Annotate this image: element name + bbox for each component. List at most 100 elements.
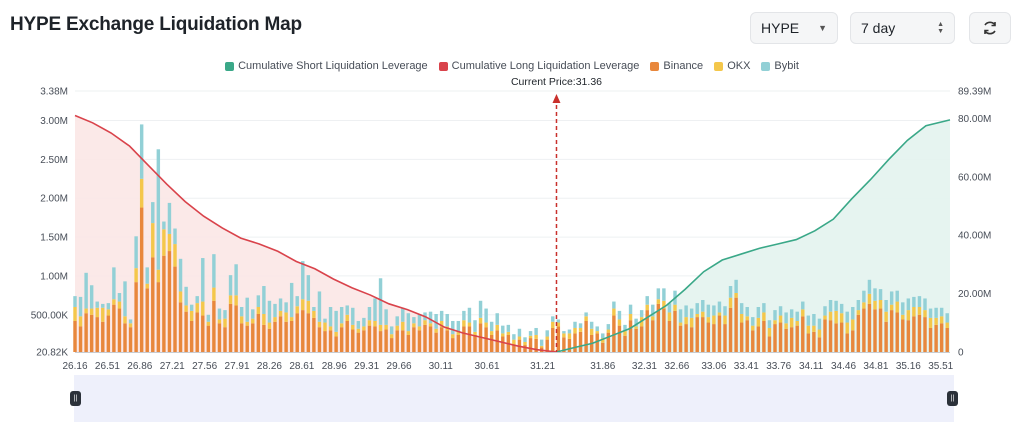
bar-binance: [145, 288, 149, 352]
bar-binance: [839, 322, 844, 352]
bar-bybit: [362, 317, 366, 327]
bar-bybit: [889, 291, 894, 305]
bar-bybit: [667, 303, 672, 313]
bar-okx: [812, 325, 816, 332]
legend-bybit[interactable]: Bybit: [761, 60, 799, 72]
bar-okx: [512, 339, 516, 346]
bar-okx: [556, 322, 561, 327]
bar-okx: [834, 310, 838, 324]
bar-okx: [934, 317, 938, 325]
bar-bybit: [289, 282, 294, 318]
bar-binance: [151, 257, 155, 352]
bar-binance: [401, 330, 405, 352]
sort-arrows-icon: ▲ ▼: [937, 21, 944, 35]
zoom-handle-right[interactable]: ||: [947, 391, 958, 406]
bar-binance: [817, 337, 822, 352]
bar-bybit: [812, 313, 816, 326]
bar-okx: [73, 306, 77, 321]
bar-okx: [189, 310, 194, 321]
bar-okx: [89, 308, 94, 315]
bar-bybit: [223, 310, 227, 319]
bar-binance: [684, 324, 688, 352]
bar-bybit: [201, 258, 205, 302]
bar-okx: [206, 321, 211, 326]
bar-binance: [128, 327, 133, 352]
x-tick-label: 28.26: [257, 361, 282, 372]
bar-bybit: [295, 296, 299, 307]
bar-bybit: [851, 306, 855, 320]
bar-bybit: [612, 301, 616, 309]
bar-binance: [739, 322, 744, 352]
bar-binance: [734, 297, 738, 352]
bar-okx: [517, 336, 522, 340]
bar-binance: [745, 320, 749, 352]
bar-okx: [617, 319, 622, 326]
bar-bybit: [378, 278, 383, 325]
bar-okx: [489, 331, 494, 335]
bar-bybit: [156, 149, 161, 270]
bar-okx: [589, 328, 594, 335]
period-select[interactable]: 7 day ▲ ▼: [850, 12, 955, 44]
bar-bybit: [756, 306, 761, 318]
bar-okx: [601, 338, 605, 343]
zoom-handle-left[interactable]: ||: [70, 391, 81, 406]
bar-okx: [845, 322, 849, 334]
bar-bybit: [923, 298, 927, 311]
bar-bybit: [839, 303, 844, 314]
legend-long-swatch: [438, 61, 448, 71]
bar-okx: [856, 310, 861, 315]
y-left-tick-label: 1.50M: [40, 233, 68, 244]
bar-bybit: [384, 309, 388, 325]
bar-binance: [428, 326, 433, 352]
zoom-slider[interactable]: || ||: [70, 375, 958, 422]
asset-select[interactable]: HYPE ▼: [750, 12, 838, 44]
bar-bybit: [862, 290, 866, 303]
bar-bybit: [467, 307, 472, 323]
bar-bybit: [634, 318, 638, 327]
bar-bybit: [167, 202, 172, 234]
bar-okx: [695, 313, 699, 318]
legend-okx[interactable]: OKX: [714, 60, 750, 72]
bar-okx: [406, 331, 411, 335]
bar-bybit: [689, 308, 694, 318]
bar-binance: [228, 303, 233, 352]
bar-bybit: [717, 301, 722, 313]
bar-binance: [923, 317, 927, 352]
bar-okx: [767, 327, 772, 337]
bar-bybit: [873, 288, 877, 301]
y-left-tick-label: 500.00K: [31, 310, 69, 321]
bar-okx: [523, 341, 527, 346]
x-tick-label: 29.66: [387, 361, 412, 372]
bar-bybit: [917, 296, 922, 307]
bar-bybit: [778, 306, 783, 316]
bar-okx: [456, 331, 461, 335]
bar-bybit: [134, 236, 138, 269]
legend-short[interactable]: Cumulative Short Liquidation Leverage: [225, 60, 428, 72]
bar-bybit: [234, 264, 238, 296]
bar-binance: [173, 266, 177, 352]
bar-bybit: [89, 285, 94, 309]
bar-bybit: [412, 317, 416, 324]
bar-bybit: [867, 279, 872, 294]
bar-binance: [901, 319, 905, 352]
bar-bybit: [312, 306, 316, 311]
bar-bybit: [706, 304, 711, 318]
legend-long[interactable]: Cumulative Long Liquidation Leverage: [438, 60, 639, 72]
bar-bybit: [195, 296, 199, 304]
bar-binance: [384, 329, 388, 352]
bar-okx: [212, 287, 216, 301]
bar-bybit: [478, 300, 483, 318]
legend-short-label: Cumulative Short Liquidation Leverage: [238, 60, 428, 72]
bar-binance: [323, 331, 327, 352]
asset-select-value: HYPE: [761, 20, 800, 36]
bar-binance: [195, 312, 199, 352]
legend-binance[interactable]: Binance: [650, 60, 703, 72]
bar-binance: [84, 313, 88, 352]
bar-okx: [306, 300, 311, 314]
bar-bybit: [906, 298, 911, 311]
refresh-button[interactable]: [969, 12, 1011, 44]
bar-okx: [412, 323, 416, 328]
bar-binance: [784, 328, 788, 352]
bar-bybit: [545, 330, 549, 337]
